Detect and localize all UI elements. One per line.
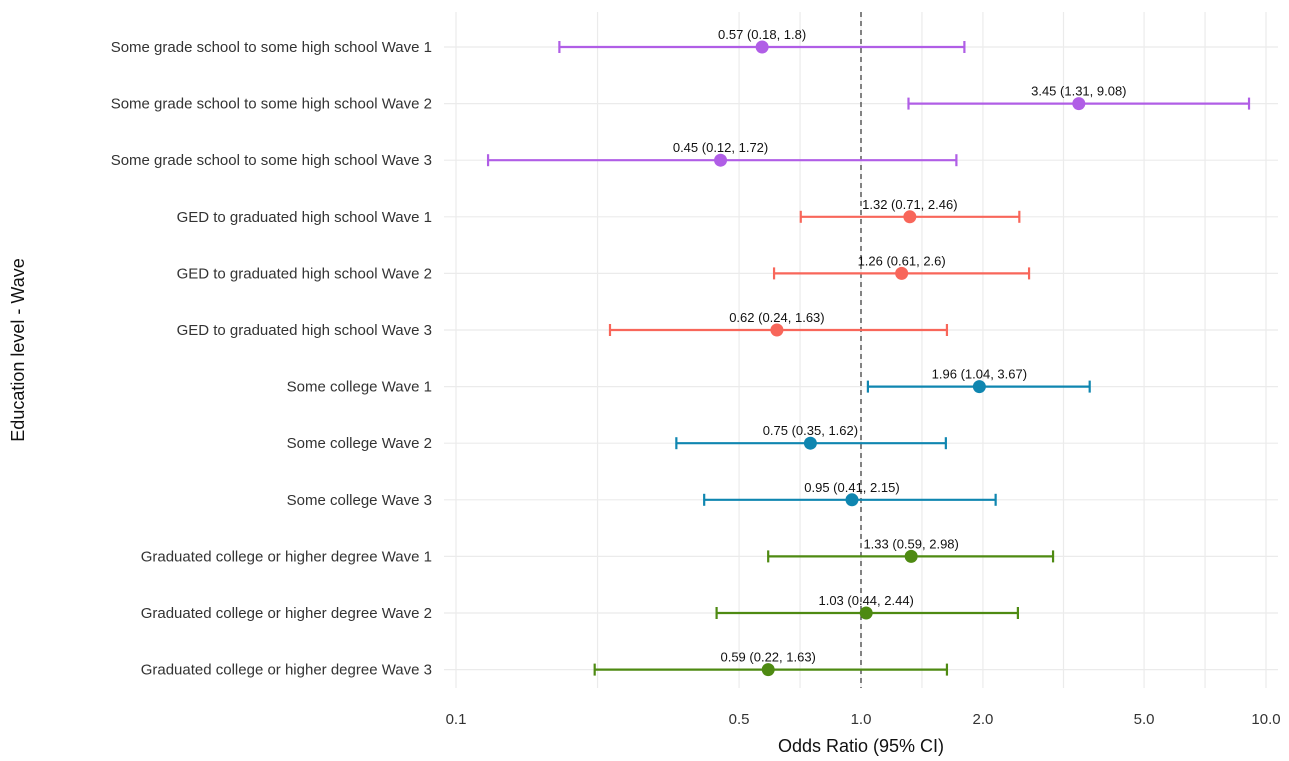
data-label: 3.45 (1.31, 9.08) bbox=[1031, 84, 1126, 99]
forest-row: Graduated college or higher degree Wave … bbox=[141, 536, 1055, 565]
rows-layer: Some grade school to some high school Wa… bbox=[111, 27, 1251, 679]
row-category-label: Graduated college or higher degree Wave … bbox=[141, 605, 432, 622]
forest-row: Some grade school to some high school Wa… bbox=[111, 84, 1251, 113]
data-label: 1.32 (0.71, 2.46) bbox=[862, 197, 957, 212]
odds-ratio-point bbox=[770, 323, 784, 337]
data-label: 0.95 (0.41, 2.15) bbox=[804, 480, 899, 495]
odds-ratio-point bbox=[904, 549, 918, 563]
forest-row: Some college Wave 3 0.95 (0.41, 2.15) bbox=[287, 480, 997, 509]
odds-ratio-point bbox=[755, 40, 769, 54]
row-category-label: Some college Wave 3 bbox=[287, 492, 432, 509]
data-label: 0.75 (0.35, 1.62) bbox=[763, 423, 858, 438]
row-category-label: Some grade school to some high school Wa… bbox=[111, 96, 432, 113]
forest-row: Some grade school to some high school Wa… bbox=[111, 140, 958, 169]
x-tick-label: 5.0 bbox=[1134, 711, 1155, 728]
odds-ratio-point bbox=[1072, 97, 1086, 111]
odds-ratio-point bbox=[761, 663, 775, 677]
x-tick-label: 1.0 bbox=[851, 711, 872, 728]
data-label: 0.45 (0.12, 1.72) bbox=[673, 140, 768, 155]
row-category-label: GED to graduated high school Wave 3 bbox=[177, 322, 432, 339]
x-axis-title: Odds Ratio (95% CI) bbox=[778, 736, 944, 756]
row-category-label: Some college Wave 1 bbox=[287, 379, 432, 396]
x-tick-label: 0.5 bbox=[729, 711, 750, 728]
odds-ratio-point bbox=[803, 436, 817, 450]
forest-row: GED to graduated high school Wave 2 1.26 … bbox=[177, 253, 1031, 282]
row-category-label: Graduated college or higher degree Wave … bbox=[141, 662, 432, 679]
forest-row: Graduated college or higher degree Wave … bbox=[141, 650, 949, 679]
x-tick-label: 2.0 bbox=[972, 711, 993, 728]
x-tick-label: 10.0 bbox=[1251, 711, 1280, 728]
odds-ratio-point bbox=[859, 606, 873, 620]
row-category-label: GED to graduated high school Wave 2 bbox=[177, 265, 432, 282]
data-label: 0.59 (0.22, 1.63) bbox=[720, 650, 815, 665]
data-label: 1.96 (1.04, 3.67) bbox=[932, 367, 1027, 382]
forest-row: GED to graduated high school Wave 1 1.32 … bbox=[177, 197, 1021, 226]
row-category-label: GED to graduated high school Wave 1 bbox=[177, 209, 432, 226]
odds-ratio-point bbox=[845, 493, 859, 507]
odds-ratio-point bbox=[903, 210, 917, 224]
forest-row: Graduated college or higher degree Wave … bbox=[141, 593, 1019, 622]
data-label: 1.03 (0.44, 2.44) bbox=[818, 593, 913, 608]
x-tick-label: 0.1 bbox=[446, 711, 467, 728]
odds-ratio-point bbox=[895, 266, 909, 280]
data-label: 1.26 (0.61, 2.6) bbox=[858, 253, 946, 268]
forest-row: Some grade school to some high school Wa… bbox=[111, 27, 966, 56]
odds-ratio-point bbox=[714, 153, 728, 167]
x-axis-ticks: 0.1 0.5 1.0 2.0 5.0 10.0 bbox=[446, 711, 1281, 728]
y-axis-title: Education level - Wave bbox=[8, 258, 28, 441]
row-category-label: Graduated college or higher degree Wave … bbox=[141, 548, 432, 565]
forest-row: Some college Wave 2 0.75 (0.35, 1.62) bbox=[287, 423, 947, 452]
odds-ratio-point bbox=[972, 380, 986, 394]
data-label: 1.33 (0.59, 2.98) bbox=[863, 536, 958, 551]
row-category-label: Some grade school to some high school Wa… bbox=[111, 39, 432, 56]
forest-row: GED to graduated high school Wave 3 0.62 … bbox=[177, 310, 949, 339]
row-category-label: Some college Wave 2 bbox=[287, 435, 432, 452]
data-label: 0.62 (0.24, 1.63) bbox=[729, 310, 824, 325]
data-label: 0.57 (0.18, 1.8) bbox=[718, 27, 806, 42]
row-category-label: Some grade school to some high school Wa… bbox=[111, 152, 432, 169]
forest-row: Some college Wave 1 1.96 (1.04, 3.67) bbox=[287, 367, 1091, 396]
